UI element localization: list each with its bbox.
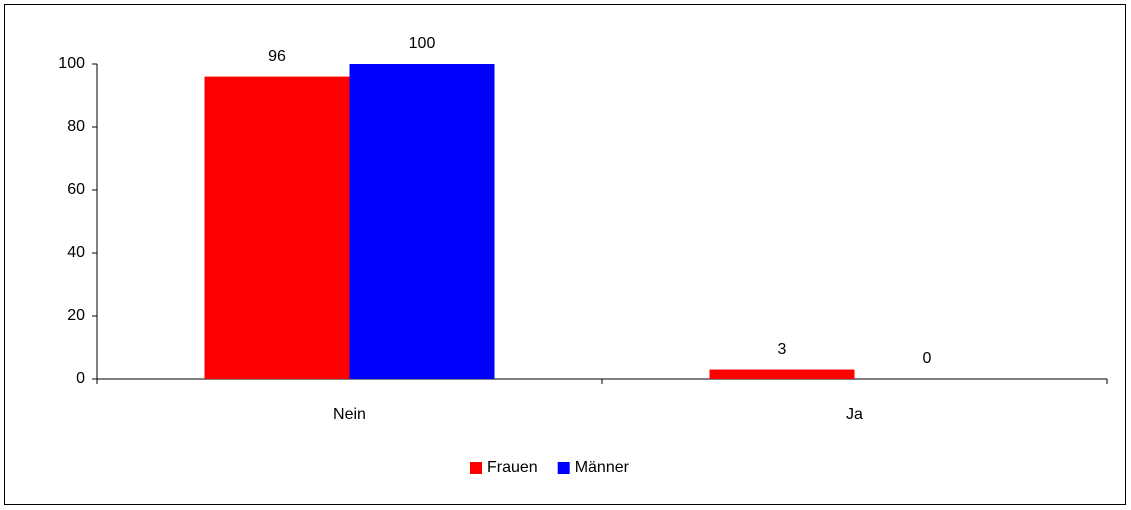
data-label: 3 <box>778 341 787 358</box>
x-tick-label: Nein <box>333 406 366 423</box>
y-tick-label: 40 <box>67 244 85 261</box>
bar <box>349 64 495 379</box>
legend-label: Frauen <box>487 459 538 476</box>
legend-swatch <box>557 462 570 474</box>
x-tick-label: Ja <box>846 406 863 423</box>
bar <box>204 76 350 379</box>
y-tick-label: 80 <box>67 118 85 135</box>
data-label: 0 <box>923 350 932 367</box>
chart-frame <box>4 4 1126 505</box>
data-label: 100 <box>409 35 436 52</box>
legend-label: Männer <box>575 459 630 476</box>
legend-swatch <box>470 462 482 474</box>
data-label: 96 <box>268 48 286 65</box>
y-tick-label: 0 <box>76 370 85 387</box>
y-tick-label: 60 <box>67 181 85 198</box>
y-tick-label: 20 <box>67 307 85 324</box>
y-tick-label: 100 <box>58 55 85 72</box>
bar <box>709 369 855 379</box>
